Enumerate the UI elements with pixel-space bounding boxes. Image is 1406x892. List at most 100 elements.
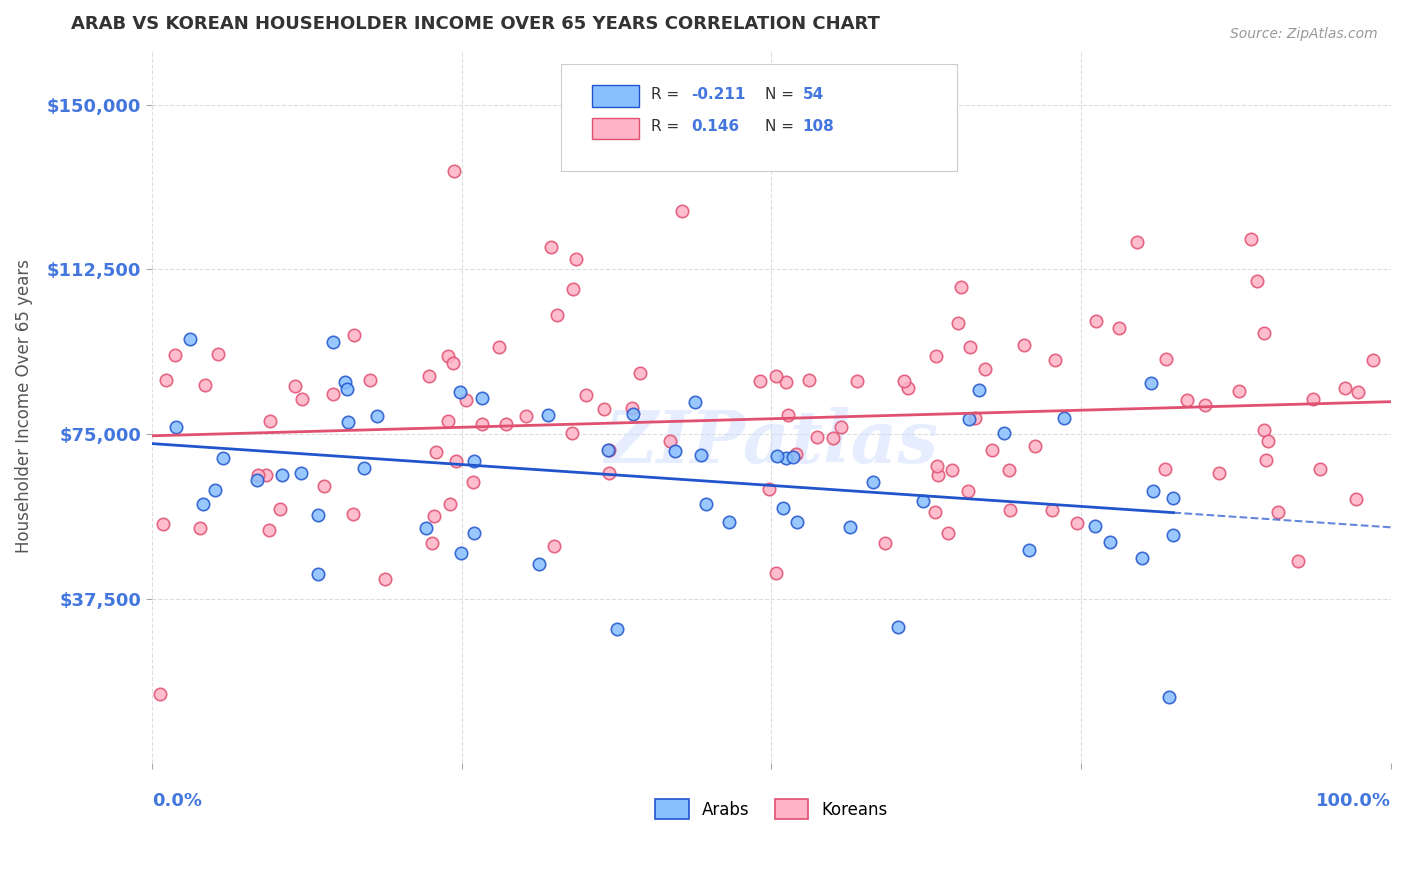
Point xyxy=(1267,504,1289,518)
Point xyxy=(269,501,291,516)
Point xyxy=(1240,232,1263,246)
Point xyxy=(471,391,494,405)
Point xyxy=(748,374,770,388)
Text: -0.211: -0.211 xyxy=(690,87,745,103)
Point xyxy=(307,508,329,523)
Point xyxy=(546,308,568,322)
Point xyxy=(765,566,787,580)
Point xyxy=(254,467,277,482)
Point xyxy=(1246,273,1268,287)
Point xyxy=(1362,353,1385,368)
Point xyxy=(307,567,329,582)
Point xyxy=(291,392,314,406)
Point xyxy=(924,505,946,519)
Point xyxy=(1253,424,1275,438)
Point xyxy=(359,373,381,387)
Point xyxy=(562,282,585,296)
Point xyxy=(314,479,336,493)
Point xyxy=(1257,434,1279,449)
Point xyxy=(1126,235,1149,249)
Point xyxy=(1333,381,1355,395)
Point xyxy=(963,411,986,425)
Point xyxy=(420,536,443,550)
Point xyxy=(259,524,281,538)
Point xyxy=(1302,392,1324,406)
Point xyxy=(443,163,465,178)
Point xyxy=(925,349,948,363)
Text: 100.0%: 100.0% xyxy=(1316,792,1391,810)
Point xyxy=(628,366,651,380)
Text: R =: R = xyxy=(651,87,685,103)
Point xyxy=(1227,384,1250,398)
Point xyxy=(893,374,915,388)
Point xyxy=(271,467,294,482)
Point xyxy=(337,415,360,429)
Point xyxy=(957,412,980,426)
Point xyxy=(671,203,693,218)
Point xyxy=(540,239,562,253)
Point xyxy=(862,475,884,489)
Point xyxy=(179,332,201,346)
Y-axis label: Householder Income Over 65 years: Householder Income Over 65 years xyxy=(15,260,32,553)
FancyBboxPatch shape xyxy=(592,118,638,139)
Point xyxy=(593,402,616,417)
Point xyxy=(149,687,172,701)
Point xyxy=(488,340,510,354)
Text: N =: N = xyxy=(765,120,799,135)
Point xyxy=(191,497,214,511)
Text: ZIPatlas: ZIPatlas xyxy=(605,407,938,477)
Point xyxy=(799,373,821,387)
Point xyxy=(689,448,711,462)
Point xyxy=(515,409,537,424)
Point xyxy=(436,414,458,428)
Point xyxy=(1140,376,1163,390)
Point xyxy=(846,375,869,389)
Point xyxy=(439,497,461,511)
Point xyxy=(997,463,1019,477)
Point xyxy=(336,383,359,397)
Point xyxy=(1012,338,1035,352)
Point xyxy=(335,375,357,389)
Point xyxy=(941,463,963,477)
Point xyxy=(454,393,477,408)
Point xyxy=(155,372,177,386)
Point xyxy=(463,525,485,540)
Point xyxy=(776,408,799,422)
Point xyxy=(437,349,460,363)
Point xyxy=(912,493,935,508)
Point xyxy=(463,475,485,489)
Point xyxy=(322,334,344,349)
Point xyxy=(1347,385,1369,400)
Point xyxy=(956,483,979,498)
Point xyxy=(449,384,471,399)
Point xyxy=(683,395,706,409)
Point xyxy=(1157,690,1180,705)
Point xyxy=(1154,462,1177,476)
Point xyxy=(450,546,472,560)
Point xyxy=(322,387,344,401)
Point xyxy=(290,467,312,481)
FancyBboxPatch shape xyxy=(592,86,638,107)
Text: 0.0%: 0.0% xyxy=(152,792,201,810)
Point xyxy=(786,515,808,529)
Point xyxy=(606,622,628,636)
Point xyxy=(717,516,740,530)
Point xyxy=(598,443,620,458)
Point xyxy=(1084,519,1107,533)
Point xyxy=(623,407,645,421)
Point xyxy=(495,417,517,432)
Point xyxy=(207,347,229,361)
Point xyxy=(1130,550,1153,565)
Point xyxy=(1175,393,1198,408)
Legend: Arabs, Koreans: Arabs, Koreans xyxy=(648,792,894,826)
Point xyxy=(1208,466,1230,480)
Point xyxy=(981,443,1004,458)
Point xyxy=(775,375,797,389)
Point xyxy=(1163,528,1185,542)
Point xyxy=(543,539,565,553)
Point xyxy=(1346,491,1368,506)
Text: 0.146: 0.146 xyxy=(690,120,740,135)
Point xyxy=(1253,326,1275,340)
Point xyxy=(575,387,598,401)
Point xyxy=(1154,351,1177,366)
